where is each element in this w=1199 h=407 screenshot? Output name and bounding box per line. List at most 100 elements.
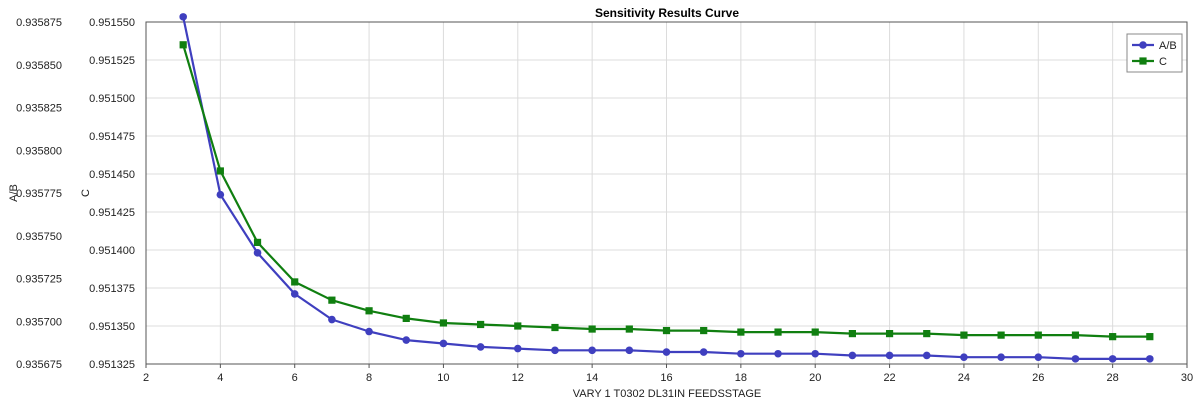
data-point-c	[439, 319, 448, 327]
y-tick-label-ab: 0.935700	[16, 316, 62, 328]
x-tick-label: 28	[1107, 372, 1119, 384]
data-point-ab	[625, 346, 634, 355]
data-point-ab	[1071, 355, 1080, 363]
data-point-c	[811, 328, 819, 336]
x-tick-label: 2	[143, 372, 149, 384]
y-tick-label-ab: 0.935800	[16, 145, 62, 157]
data-point-ab	[439, 339, 448, 348]
x-tick-label: 4	[217, 372, 223, 384]
data-point-c	[179, 41, 187, 49]
y-tick-label-c: 0.951375	[89, 283, 135, 295]
y-tick-label-c: 0.951325	[89, 359, 135, 371]
legend-label-ab: A/B	[1159, 40, 1177, 52]
x-tick-label: 12	[512, 372, 524, 384]
data-point-ab	[737, 349, 745, 358]
data-point-c	[514, 322, 522, 330]
y-tick-label-ab: 0.935775	[16, 188, 62, 200]
data-point-ab	[402, 336, 411, 344]
data-point-ab	[588, 346, 596, 355]
data-point-ab	[1146, 355, 1154, 363]
legend-marker-c	[1139, 57, 1147, 65]
data-point-c	[477, 320, 485, 329]
data-point-ab	[1034, 353, 1043, 361]
x-axis-label: VARY 1 T0302 DL31IN FEEDSSTAGE	[573, 388, 762, 400]
y-tick-label-c: 0.951500	[89, 93, 135, 105]
data-point-c	[253, 238, 262, 246]
x-tick-label: 8	[366, 372, 372, 384]
x-tick-label: 14	[586, 372, 598, 384]
x-tick-label: 10	[437, 372, 449, 384]
data-point-c	[1109, 333, 1117, 341]
y-tick-label-ab: 0.935750	[16, 231, 62, 243]
data-point-c	[737, 328, 745, 336]
y-tick-label-c: 0.951350	[89, 321, 135, 333]
data-point-c	[365, 307, 373, 315]
data-point-ab	[922, 351, 931, 360]
data-point-c	[700, 326, 708, 335]
chart-title: Sensitivity Results Curve	[595, 6, 739, 20]
data-point-c	[997, 331, 1005, 339]
y-tick-label-c: 0.951425	[89, 207, 135, 219]
y-tick-label-c: 0.951525	[89, 55, 135, 67]
data-point-ab	[179, 13, 187, 21]
y-tick-label-ab: 0.935850	[16, 60, 62, 72]
legend-marker-ab	[1139, 41, 1147, 49]
x-tick-label: 20	[809, 372, 821, 384]
data-point-ab	[328, 315, 336, 324]
data-point-ab	[551, 346, 559, 355]
x-tick-label: 24	[958, 372, 970, 384]
x-tick-label: 6	[292, 372, 298, 384]
y-axis-label-ab: A/B	[8, 184, 20, 202]
y-tick-label-c: 0.951450	[89, 169, 135, 181]
data-point-c	[885, 330, 894, 338]
data-point-c	[1146, 333, 1154, 341]
data-point-ab	[662, 348, 671, 356]
plot-area: 2 4 6 8 10 12 14 16 18 20 22 24 26 28 300.9356750.9357…	[16, 13, 1193, 384]
data-point-c	[328, 296, 336, 304]
data-point-c	[774, 328, 782, 336]
x-tick-label: 16	[660, 372, 672, 384]
data-point-ab	[216, 190, 225, 199]
data-point-ab	[699, 348, 708, 356]
y-axis-label-c: C	[80, 189, 92, 197]
data-point-c	[625, 325, 633, 333]
data-point-ab	[1108, 355, 1117, 363]
y-tick-label-ab: 0.935675	[16, 359, 62, 371]
x-tick-label: 18	[735, 372, 747, 384]
y-tick-label-c: 0.951550	[89, 17, 135, 29]
data-point-c	[402, 314, 410, 322]
y-tick-label-ab: 0.935825	[16, 103, 62, 115]
data-point-ab	[848, 351, 857, 360]
legend-box	[1126, 33, 1183, 73]
data-point-c	[1071, 331, 1080, 339]
data-point-ab	[290, 290, 299, 298]
data-point-ab	[885, 351, 894, 360]
data-point-c	[662, 326, 671, 335]
legend: A/B C	[1126, 33, 1183, 73]
data-point-ab	[774, 349, 782, 358]
y-tick-label-c: 0.951400	[89, 245, 135, 257]
data-point-ab	[253, 249, 262, 257]
x-tick-label: 22	[883, 372, 895, 384]
data-point-c	[551, 323, 559, 332]
x-tick-label: 26	[1032, 372, 1044, 384]
data-point-c	[1034, 331, 1042, 339]
data-point-ab	[513, 344, 522, 353]
data-point-ab	[476, 343, 485, 351]
data-point-ab	[365, 327, 373, 336]
data-point-ab	[997, 353, 1005, 361]
y-tick-label-ab: 0.935875	[16, 17, 62, 29]
data-point-c	[588, 325, 596, 333]
data-point-c	[923, 330, 931, 338]
data-point-c	[960, 331, 968, 339]
y-tick-label-c: 0.951475	[89, 131, 135, 143]
legend-label-c: C	[1159, 56, 1167, 68]
data-point-ab	[960, 353, 968, 361]
y-tick-label-ab: 0.935725	[16, 274, 62, 286]
x-tick-label: 30	[1181, 372, 1193, 384]
data-point-ab	[811, 349, 820, 358]
data-point-c	[291, 278, 299, 286]
data-point-c	[216, 167, 224, 175]
data-point-c	[848, 330, 856, 338]
